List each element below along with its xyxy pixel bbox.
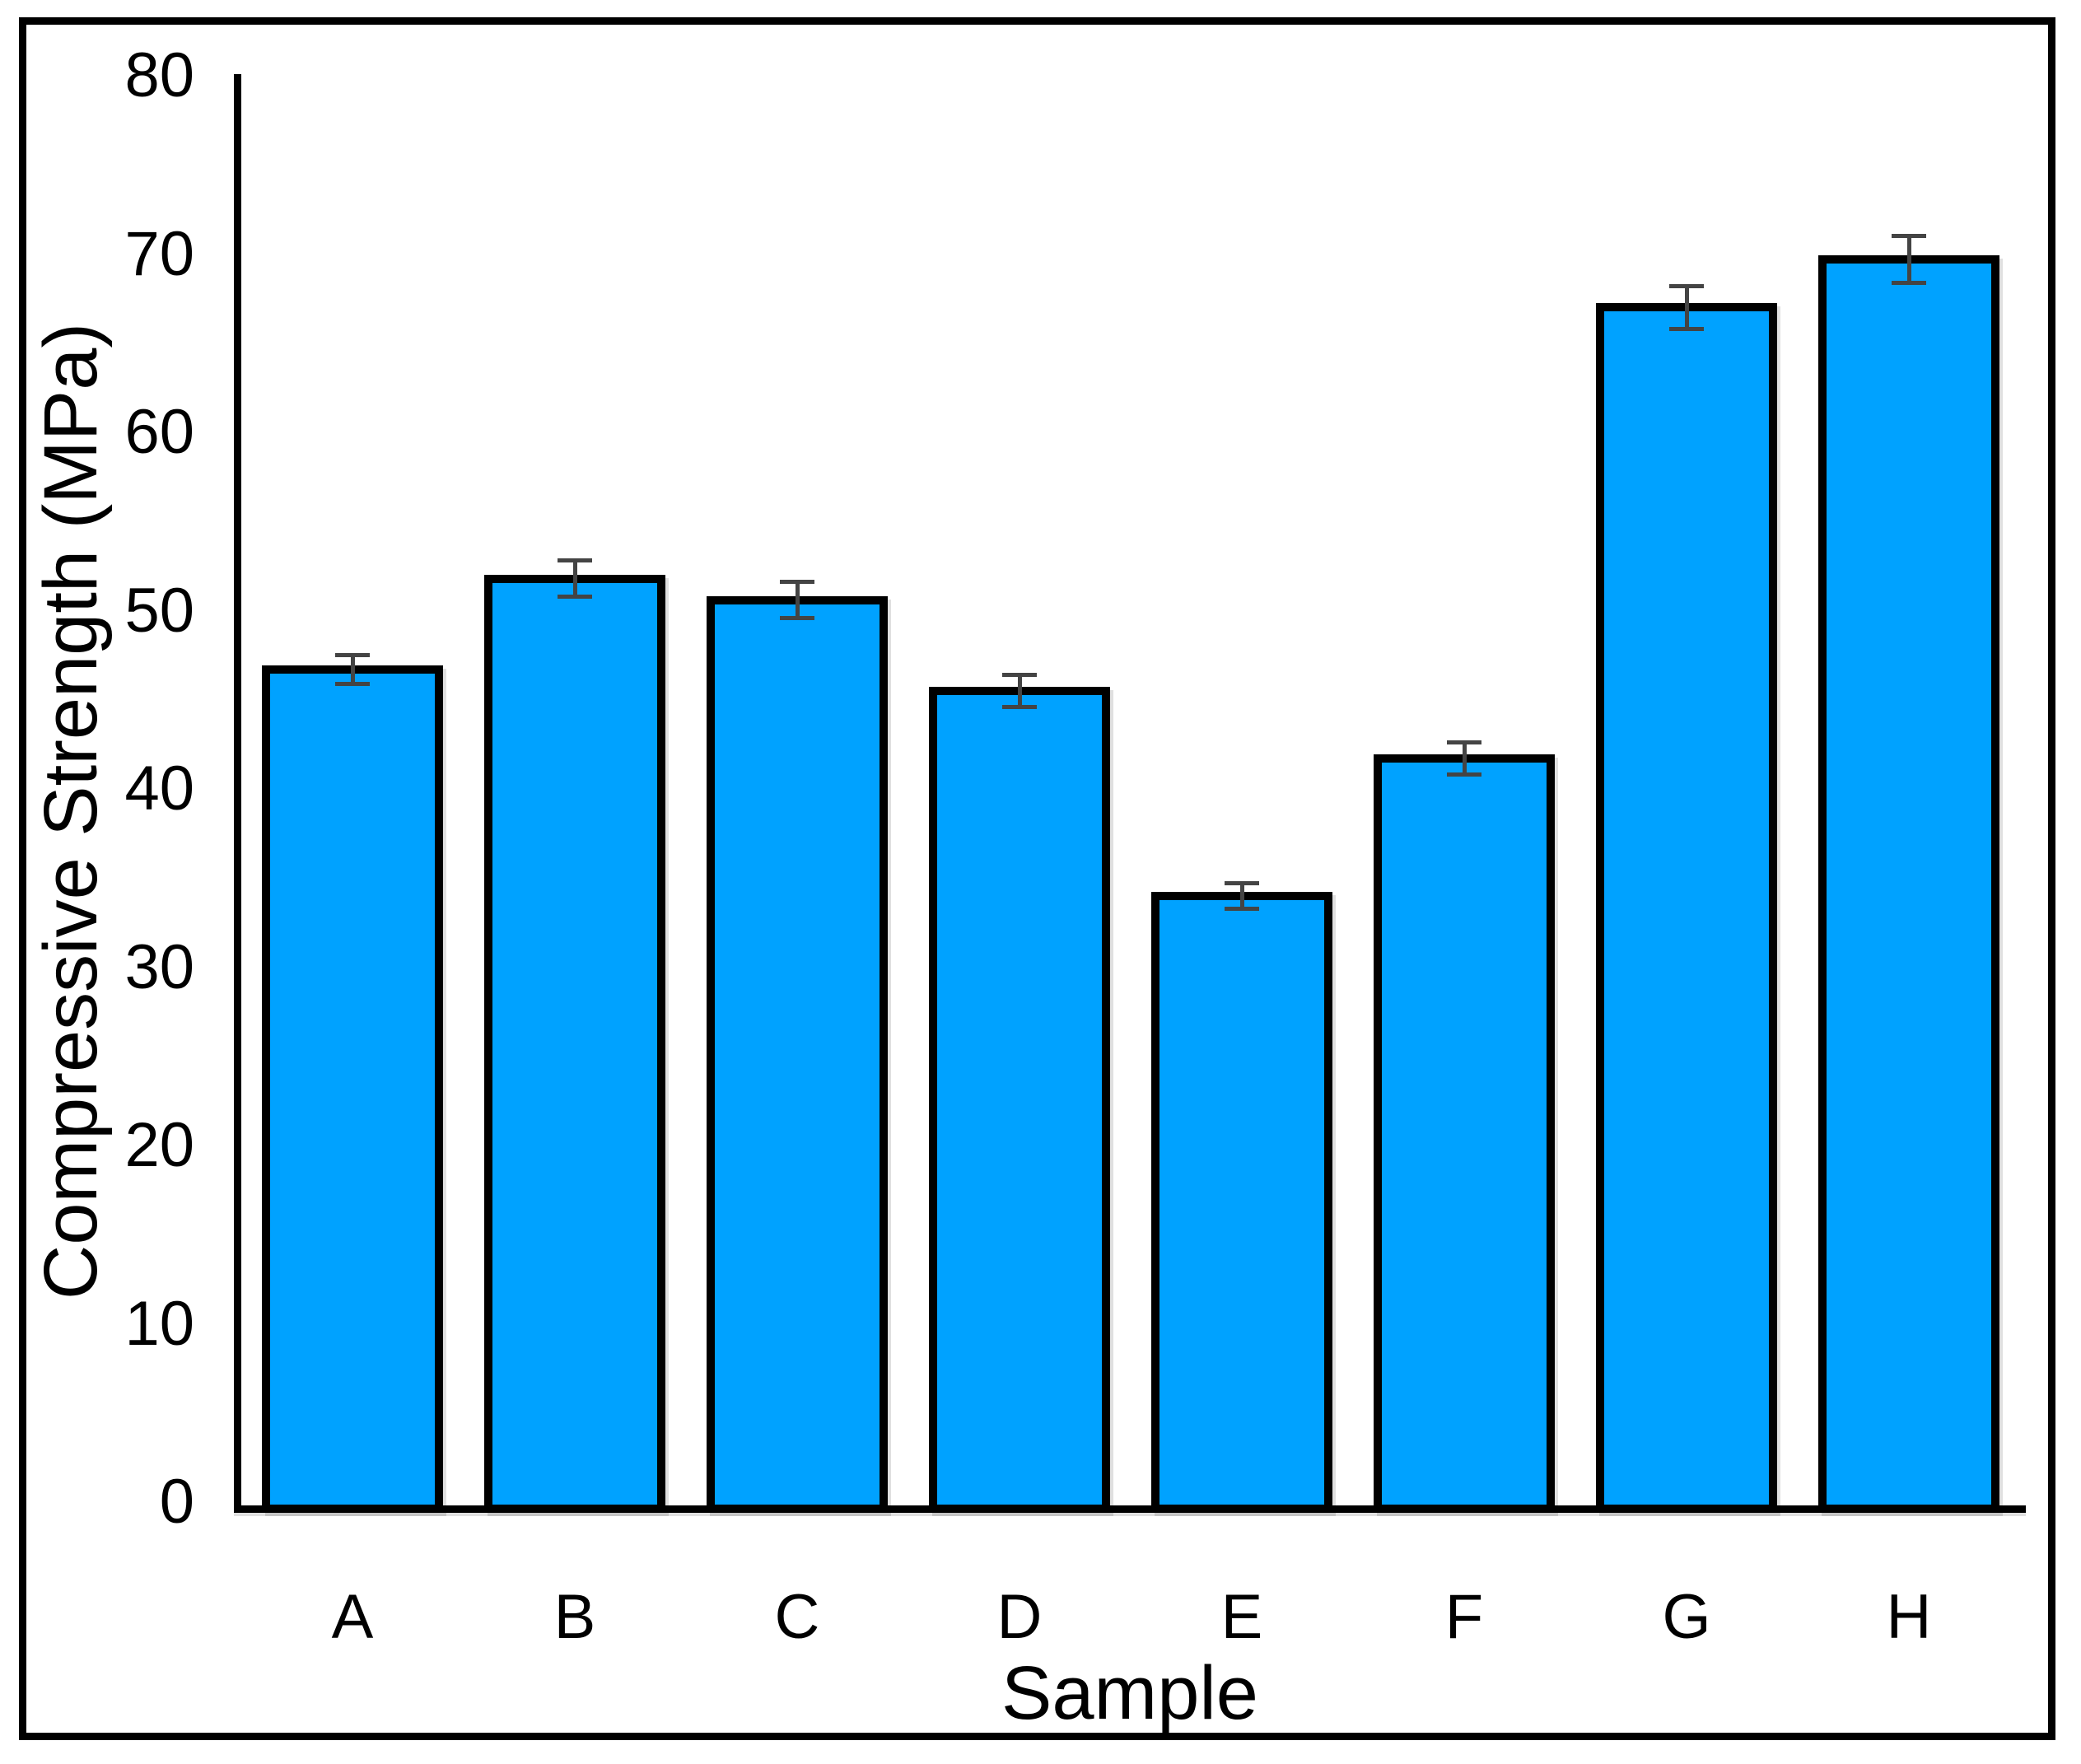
y-tick-label-80: 80 [124, 40, 194, 110]
y-tick-label-30: 30 [124, 931, 194, 1002]
y-tick-label-20: 20 [124, 1110, 194, 1180]
y-tick-label-10: 10 [124, 1288, 194, 1359]
error-bar-line-D [1017, 674, 1022, 707]
bar-G [1596, 303, 1777, 1513]
error-bar-top-cap-F [1447, 740, 1481, 745]
error-bar-bottom-cap-B [558, 594, 592, 599]
error-bar-top-cap-A [335, 653, 370, 658]
error-bar-bottom-cap-C [780, 615, 814, 620]
figure-frame-border [19, 17, 2055, 1740]
bar-H [1818, 254, 1999, 1513]
error-bar-line-H [1906, 236, 1911, 283]
x-axis-line [234, 1505, 2026, 1513]
bar-A [262, 665, 443, 1513]
error-bar-line-E [1239, 883, 1244, 909]
y-axis-title-text: Compressive Strength (MPa) [29, 322, 113, 1300]
x-tick-label-E: E [1220, 1582, 1263, 1652]
error-bar-line-C [795, 581, 800, 618]
error-bar-top-cap-G [1669, 283, 1704, 288]
bar-E [1151, 891, 1332, 1513]
error-bar-bottom-cap-D [1002, 704, 1037, 709]
bar-F [1374, 754, 1555, 1513]
x-tick-label-B: B [553, 1582, 596, 1652]
error-bar-line-A [350, 655, 355, 684]
error-bar-bottom-cap-A [335, 681, 370, 686]
x-tick-label-H: H [1886, 1582, 1932, 1652]
x-tick-label-D: D [996, 1582, 1043, 1652]
y-tick-label-0: 0 [159, 1467, 194, 1537]
y-tick-label-50: 50 [124, 575, 194, 646]
x-tick-label-G: G [1662, 1582, 1711, 1652]
bar-C [707, 595, 888, 1513]
bar-B [484, 574, 665, 1513]
x-tick-label-C: C [774, 1582, 820, 1652]
x-tick-label-A: A [331, 1582, 374, 1652]
x-tick-label-F: F [1444, 1582, 1484, 1652]
error-bar-top-cap-H [1892, 234, 1926, 239]
y-tick-label-70: 70 [124, 218, 194, 289]
bar-D [929, 686, 1110, 1513]
error-bar-line-F [1462, 742, 1467, 775]
error-bar-bottom-cap-F [1447, 772, 1481, 777]
y-tick-label-60: 60 [124, 397, 194, 467]
error-bar-bottom-cap-H [1892, 280, 1926, 285]
y-tick-label-40: 40 [124, 754, 194, 824]
error-bar-top-cap-E [1225, 881, 1259, 886]
error-bar-bottom-cap-G [1669, 326, 1704, 331]
error-bar-top-cap-B [558, 558, 592, 563]
error-bar-line-G [1684, 286, 1689, 329]
error-bar-top-cap-C [780, 580, 814, 585]
error-bar-bottom-cap-E [1225, 906, 1259, 911]
error-bar-line-B [572, 560, 577, 597]
error-bar-top-cap-D [1002, 672, 1037, 677]
x-axis-title: Sample [1001, 1651, 1258, 1735]
y-axis-line [234, 74, 241, 1510]
